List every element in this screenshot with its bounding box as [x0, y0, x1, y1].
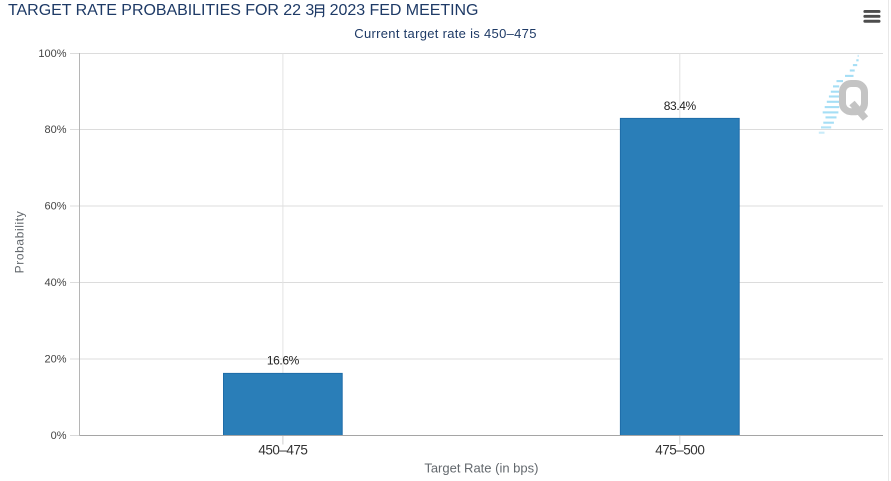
- svg-text:Probability: Probability: [13, 211, 27, 274]
- svg-text:0%: 0%: [51, 430, 67, 442]
- svg-text:Target Rate (in bps): Target Rate (in bps): [424, 460, 538, 475]
- svg-text:450–475: 450–475: [258, 442, 307, 457]
- svg-text:100%: 100%: [38, 48, 66, 60]
- svg-text:475–500: 475–500: [655, 442, 704, 457]
- svg-text:40%: 40%: [44, 277, 66, 289]
- svg-text:83.4%: 83.4%: [664, 99, 697, 113]
- svg-text:16.6%: 16.6%: [267, 354, 300, 368]
- svg-text:80%: 80%: [44, 124, 66, 136]
- svg-text:20%: 20%: [44, 354, 66, 366]
- svg-text:60%: 60%: [44, 201, 66, 213]
